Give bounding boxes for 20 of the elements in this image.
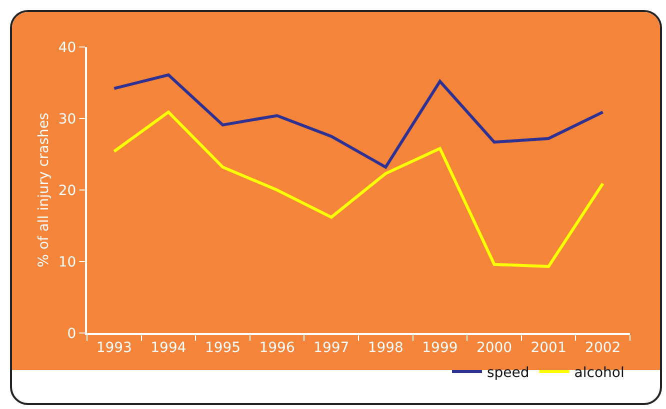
- y-tick-label: 30: [58, 111, 76, 128]
- y-tick-label: 20: [58, 182, 76, 199]
- y-tick-label: 40: [58, 40, 76, 56]
- x-tick-label: 1997: [314, 340, 350, 356]
- line-series: [112, 110, 604, 268]
- y-tick-label: 10: [58, 254, 76, 270]
- legend-label: speed: [487, 364, 530, 381]
- x-tick-label: 2002: [585, 340, 621, 356]
- x-tick-label: 1995: [204, 340, 241, 356]
- x-tick-label: 1996: [259, 340, 295, 356]
- x-tick-label: 2000: [476, 340, 512, 356]
- line-series: [112, 73, 604, 169]
- x-tick-label: 1994: [150, 340, 186, 356]
- x-tick-label: 2001: [530, 340, 566, 356]
- y-tick-label: 0: [67, 326, 76, 342]
- legend-label: alcohol: [574, 364, 624, 381]
- x-tick-label: 1998: [368, 340, 404, 356]
- y-axis-title: % of all injury crashes: [36, 112, 52, 268]
- x-tick-label: 1999: [422, 340, 458, 356]
- x-tick-label: 1993: [96, 340, 132, 356]
